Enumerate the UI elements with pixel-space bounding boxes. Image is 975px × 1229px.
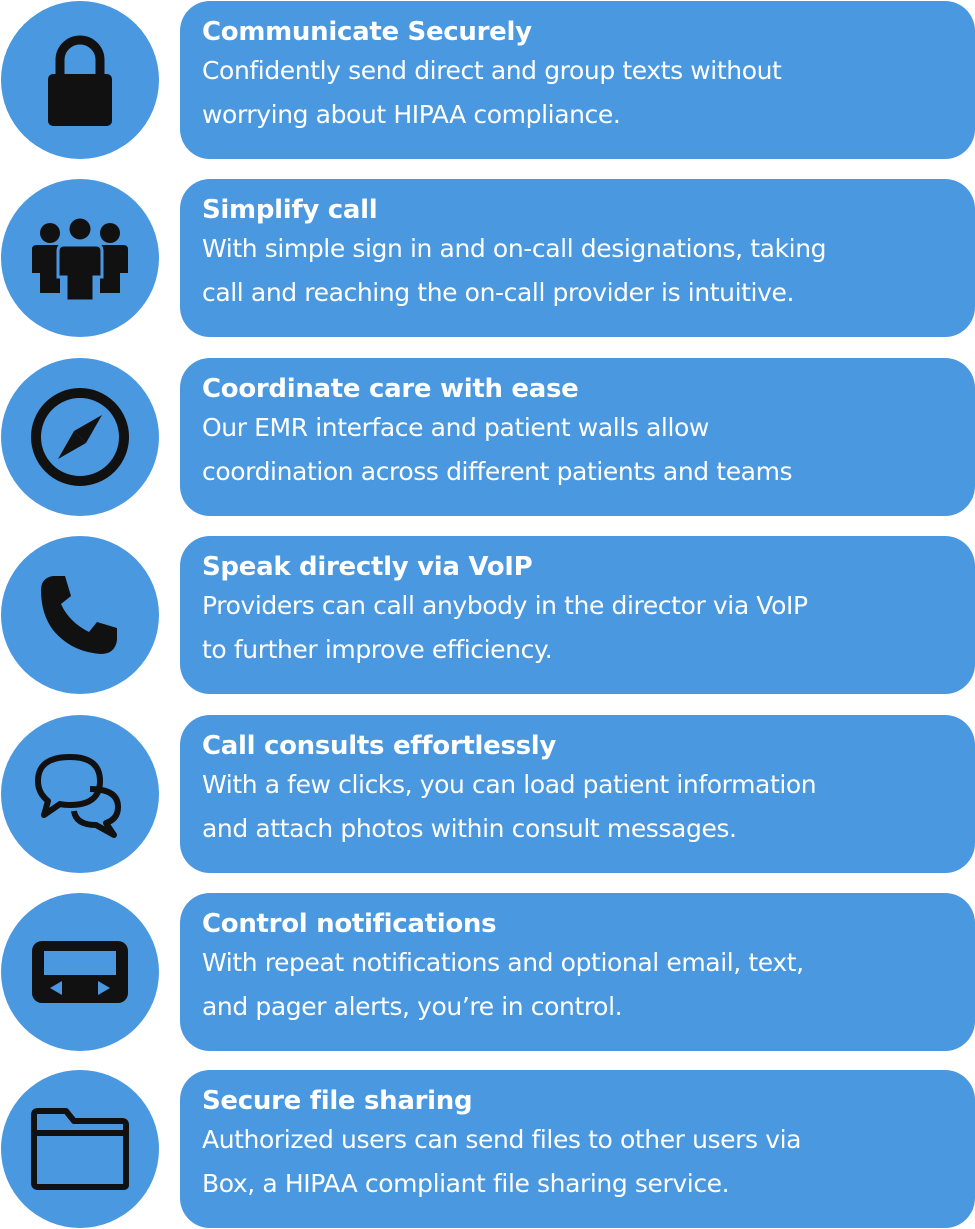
- feature-row-communicate: Communicate Securely Confidently send di…: [0, 0, 975, 160]
- feature-title: Simplify call: [202, 195, 378, 225]
- feature-title: Secure file sharing: [202, 1086, 473, 1116]
- feature-description-line: coordination across different patients a…: [202, 457, 793, 486]
- folder-icon: [31, 1108, 129, 1190]
- feature-description-line: Box, a HIPAA compliant file sharing serv…: [202, 1169, 730, 1198]
- feature-description-line: Authorized users can send files to other…: [202, 1125, 802, 1154]
- feature-row-voip: Speak directly via VoIP Providers can ca…: [0, 535, 975, 695]
- phone-icon: [41, 576, 117, 654]
- feature-title: Control notifications: [202, 909, 497, 939]
- feature-title: Coordinate care with ease: [202, 374, 579, 404]
- feature-card: Coordinate care with ease Our EMR interf…: [180, 358, 975, 516]
- feature-description-line: Confidently send direct and group texts …: [202, 56, 782, 85]
- feature-title: Speak directly via VoIP: [202, 552, 533, 582]
- feature-card: Communicate Securely Confidently send di…: [180, 1, 975, 159]
- feature-row-coordinate-care: Coordinate care with ease Our EMR interf…: [0, 357, 975, 517]
- feature-row-notifications: Control notifications With repeat notifi…: [0, 892, 975, 1052]
- icon-circle: [1, 1, 159, 159]
- icon-circle: [1, 893, 159, 1051]
- feature-description-line: and attach photos within consult message…: [202, 814, 737, 843]
- feature-description-line: With simple sign in and on-call designat…: [202, 234, 827, 263]
- feature-card: Call consults effortlessly With a few cl…: [180, 715, 975, 873]
- feature-description-line: With a few clicks, you can load patient …: [202, 770, 817, 799]
- lock-icon: [48, 35, 112, 126]
- feature-title: Call consults effortlessly: [202, 731, 557, 761]
- group-icon: [32, 215, 128, 303]
- compass-icon: [31, 388, 129, 486]
- feature-description-line: Providers can call anybody in the direct…: [202, 591, 808, 620]
- feature-description-line: Our EMR interface and patient walls allo…: [202, 413, 709, 442]
- feature-description-line: worrying about HIPAA compliance.: [202, 100, 621, 129]
- icon-circle: [1, 358, 159, 516]
- pager-icon: [32, 941, 128, 1003]
- feature-row-file-sharing: Secure file sharing Authorized users can…: [0, 1069, 975, 1229]
- feature-row-consults: Call consults effortlessly With a few cl…: [0, 714, 975, 874]
- feature-description-line: to further improve efficiency.: [202, 635, 553, 664]
- feature-description-line: call and reaching the on-call provider i…: [202, 278, 795, 307]
- feature-card: Secure file sharing Authorized users can…: [180, 1070, 975, 1228]
- feature-row-simplify-call: Simplify call With simple sign in and on…: [0, 178, 975, 338]
- feature-card: Speak directly via VoIP Providers can ca…: [180, 536, 975, 694]
- feature-description-line: With repeat notifications and optional e…: [202, 948, 804, 977]
- feature-card: Simplify call With simple sign in and on…: [180, 179, 975, 337]
- feature-title: Communicate Securely: [202, 17, 532, 47]
- icon-circle: [1, 715, 159, 873]
- feature-description-line: and pager alerts, you’re in control.: [202, 992, 623, 1021]
- icon-circle: [1, 179, 159, 337]
- icon-circle: [1, 1070, 159, 1228]
- chat-bubbles-icon: [35, 754, 121, 838]
- icon-circle: [1, 536, 159, 694]
- feature-card: Control notifications With repeat notifi…: [180, 893, 975, 1051]
